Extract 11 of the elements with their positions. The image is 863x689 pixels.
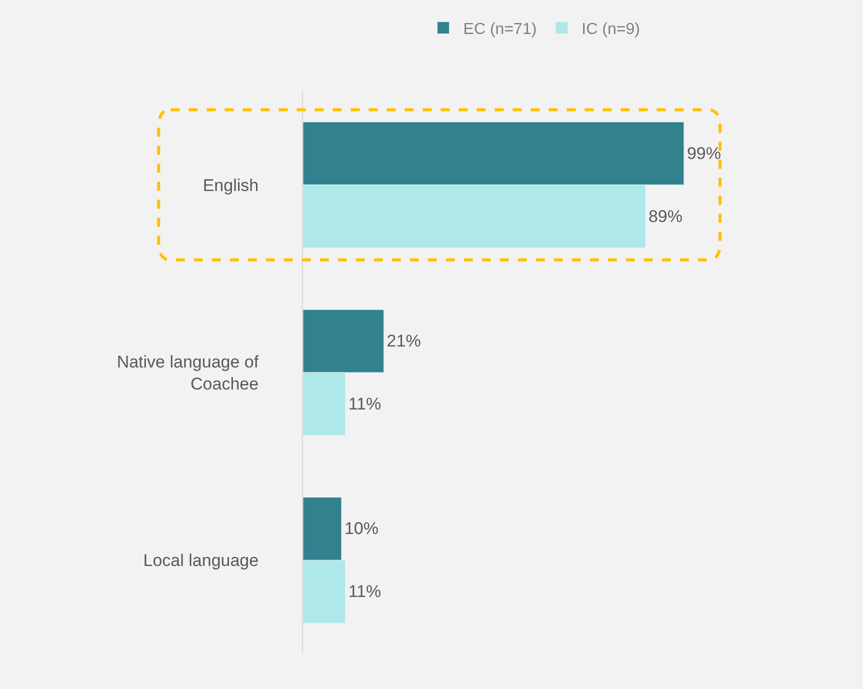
data-label: 11% — [348, 582, 382, 602]
data-label: 21% — [386, 332, 421, 351]
data-label: 10% — [344, 519, 379, 538]
data-label: 89% — [648, 206, 682, 226]
y-tick-label: Local language — [143, 551, 259, 570]
y-tick-label: Native language of Coachee — [116, 352, 259, 394]
legend-label: IC (n=9) — [582, 21, 640, 38]
data-label: 99% — [686, 144, 721, 163]
legend-label: EC (n=71) — [463, 21, 537, 38]
y-tick-label: English — [202, 176, 259, 195]
data-label: 11% — [348, 394, 382, 414]
